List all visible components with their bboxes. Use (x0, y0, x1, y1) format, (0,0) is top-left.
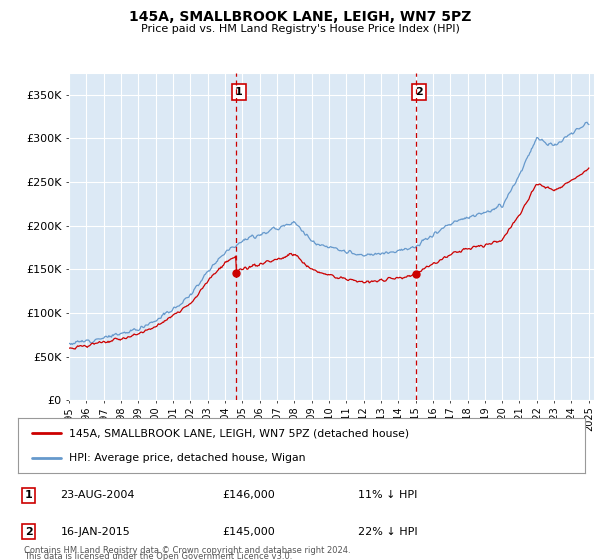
Text: £145,000: £145,000 (222, 527, 275, 536)
Text: 1: 1 (25, 491, 32, 500)
Text: £146,000: £146,000 (222, 491, 275, 500)
Text: Price paid vs. HM Land Registry's House Price Index (HPI): Price paid vs. HM Land Registry's House … (140, 24, 460, 34)
Text: 22% ↓ HPI: 22% ↓ HPI (358, 527, 418, 536)
Text: HPI: Average price, detached house, Wigan: HPI: Average price, detached house, Wiga… (69, 454, 305, 463)
Text: 2: 2 (415, 87, 423, 97)
Text: 11% ↓ HPI: 11% ↓ HPI (358, 491, 418, 500)
Text: 16-JAN-2015: 16-JAN-2015 (61, 527, 130, 536)
Text: 2: 2 (25, 527, 32, 536)
Text: 145A, SMALLBROOK LANE, LEIGH, WN7 5PZ: 145A, SMALLBROOK LANE, LEIGH, WN7 5PZ (129, 10, 471, 24)
Text: This data is licensed under the Open Government Licence v3.0.: This data is licensed under the Open Gov… (24, 552, 292, 560)
Text: 1: 1 (235, 87, 242, 97)
Text: 23-AUG-2004: 23-AUG-2004 (61, 491, 135, 500)
Text: 145A, SMALLBROOK LANE, LEIGH, WN7 5PZ (detached house): 145A, SMALLBROOK LANE, LEIGH, WN7 5PZ (d… (69, 428, 409, 438)
Text: Contains HM Land Registry data © Crown copyright and database right 2024.: Contains HM Land Registry data © Crown c… (24, 545, 350, 555)
